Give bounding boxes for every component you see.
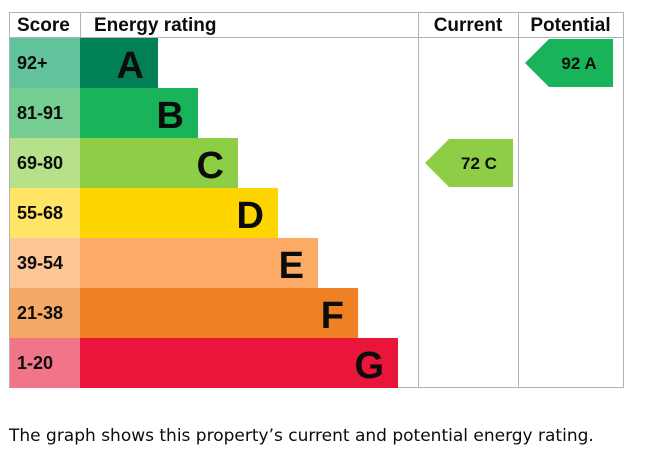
energy-rating-chart: Score Energy rating Current Potential 92…: [9, 12, 624, 388]
band-a: 92+ A: [10, 38, 158, 88]
score-cell-e: [10, 238, 80, 288]
rating-bar-c: [80, 138, 238, 188]
rating-bar-e: [80, 238, 318, 288]
potential-rating-marker: 92 A: [525, 39, 613, 87]
band-c: 69-80 C: [10, 138, 238, 188]
rating-letter: C: [197, 145, 224, 187]
current-rating-marker-label: 72 C: [461, 154, 497, 173]
score-range-label: 55-68: [17, 203, 63, 223]
rating-letter: G: [354, 345, 384, 387]
score-range-label: 69-80: [17, 153, 63, 173]
score-range-label: 81-91: [17, 103, 63, 123]
header-current: Current: [434, 15, 503, 36]
potential-rating-marker-arrow: [525, 39, 613, 87]
rating-letter: D: [237, 195, 264, 237]
rating-letter: A: [117, 45, 144, 87]
potential-rating-marker-label: 92 A: [561, 54, 596, 73]
rating-letter: E: [279, 245, 304, 287]
score-cell-d: [10, 188, 80, 238]
score-cell-a: [10, 38, 80, 88]
rating-bar-d: [80, 188, 278, 238]
score-range-label: 1-20: [17, 353, 53, 373]
chart-caption: The graph shows this property’s current …: [9, 426, 594, 446]
band-b: 81-91 B: [10, 88, 198, 138]
rating-letter: F: [321, 295, 344, 337]
header-potential: Potential: [530, 15, 610, 36]
score-range-label: 92+: [17, 53, 48, 73]
score-cell-f: [10, 288, 80, 338]
rating-letter: B: [157, 95, 184, 137]
column-headers: Score Energy rating Current Potential: [17, 15, 611, 36]
band-g: 1-20 G: [10, 338, 398, 388]
rating-bar-b: [80, 88, 198, 138]
band-d: 55-68 D: [10, 188, 278, 238]
score-cell-c: [10, 138, 80, 188]
score-range-label: 21-38: [17, 303, 63, 323]
score-cell-g: [10, 338, 80, 388]
rating-bar-a: [80, 38, 158, 88]
band-f: 21-38 F: [10, 288, 358, 338]
header-score: Score: [17, 15, 70, 36]
score-cell-b: [10, 88, 80, 138]
rating-markers: 72 C 92 A: [425, 39, 613, 187]
header-energy-rating: Energy rating: [94, 15, 216, 36]
rating-bar-f: [80, 288, 358, 338]
rating-bands: 92+ A 81-91 B 69-80 C 55-68 D 39-54 E 21-38 F 1-20 G: [10, 38, 398, 388]
current-rating-marker: 72 C: [425, 139, 513, 187]
band-e: 39-54 E: [10, 238, 318, 288]
rating-bar-g: [80, 338, 398, 388]
current-rating-marker-arrow: [425, 139, 513, 187]
score-range-label: 39-54: [17, 253, 63, 273]
